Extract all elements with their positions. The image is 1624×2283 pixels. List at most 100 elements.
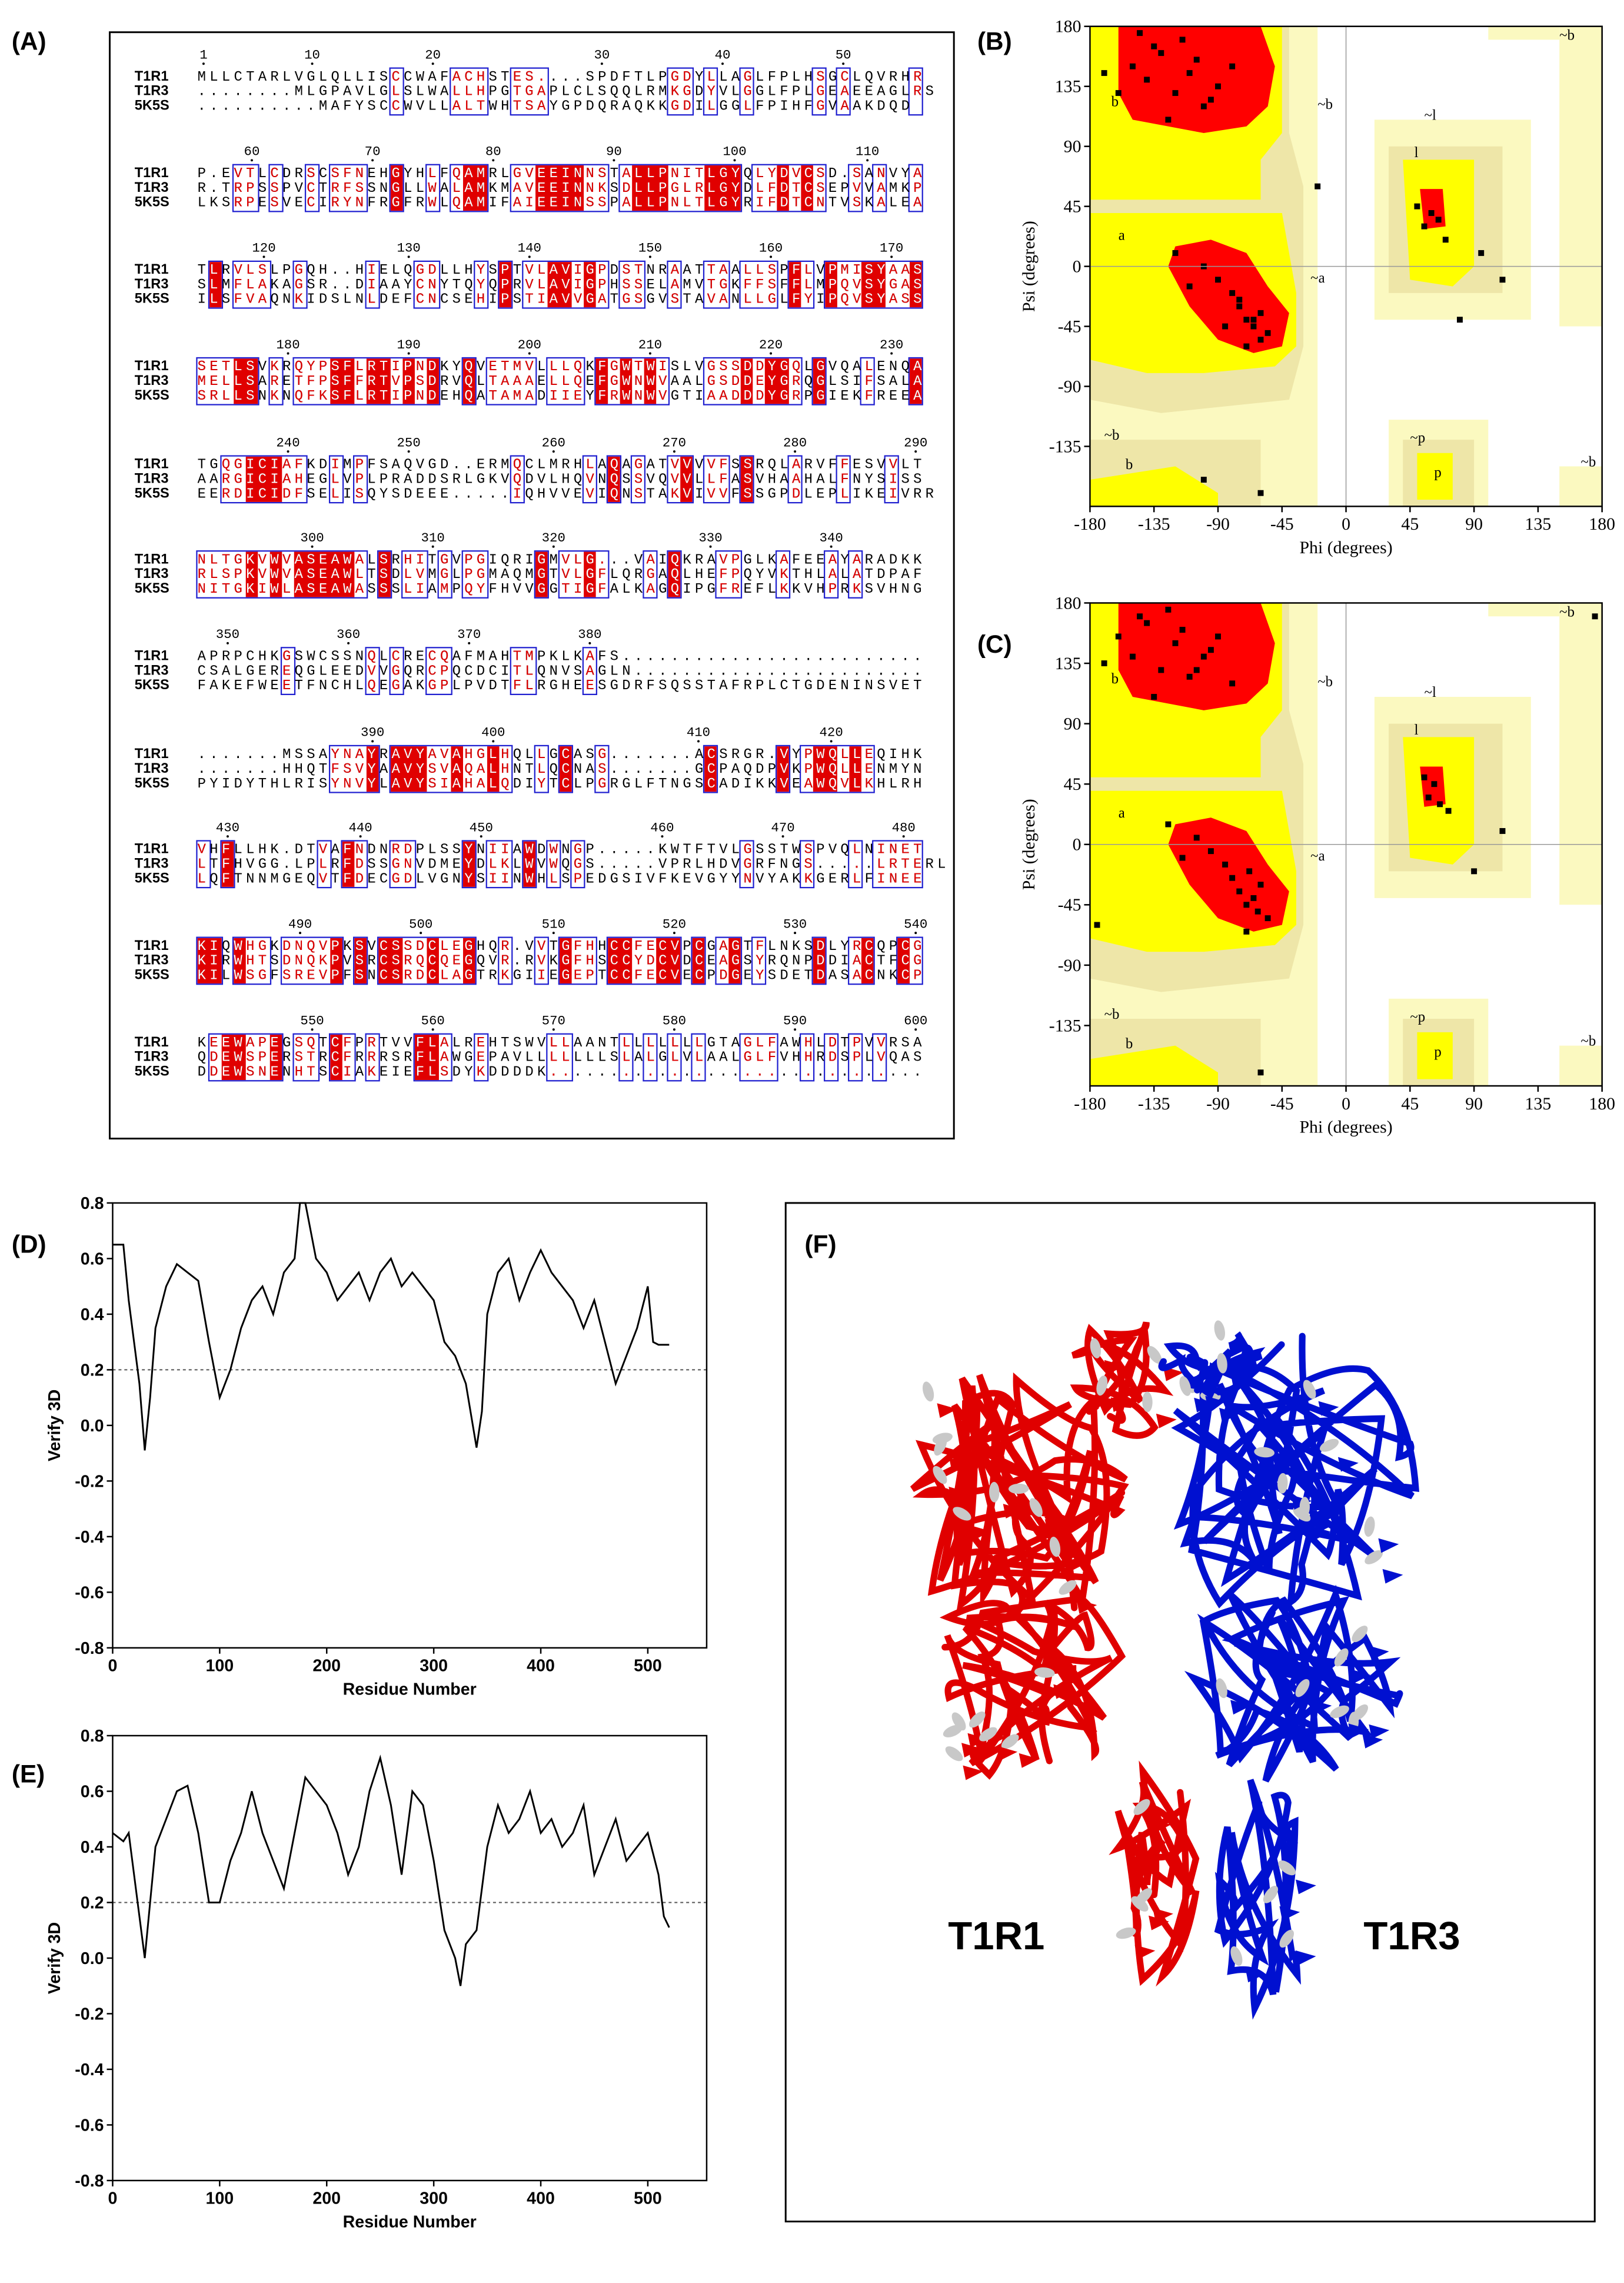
- position-dot: [830, 740, 833, 743]
- similarity-frame: [461, 357, 477, 406]
- y-tick-label: 90: [1064, 715, 1081, 734]
- y-tick-label: 45: [1064, 775, 1081, 794]
- strand-arrow: [1273, 1464, 1294, 1479]
- region-label: ~b: [1317, 97, 1333, 112]
- position-number: 250: [397, 435, 421, 450]
- similarity-frame: [220, 840, 235, 889]
- sequence-name: T1R1: [135, 69, 169, 84]
- similarity-frame: [667, 67, 694, 116]
- line: [112, 1754, 670, 1986]
- point: [1158, 667, 1164, 673]
- identity-box: [234, 938, 246, 983]
- similarity-frame: [643, 1033, 658, 1082]
- sequence-name: T1R1: [135, 938, 169, 953]
- sequence-name: T1R3: [135, 663, 169, 678]
- identity-box: [632, 165, 668, 211]
- similarity-frame: [848, 550, 863, 599]
- subunit-label: T1R1: [948, 1914, 1044, 1958]
- position-number: 420: [820, 725, 843, 740]
- sequence-name: T1R1: [135, 358, 169, 374]
- similarity-frame: [570, 840, 585, 889]
- position-number: 1: [199, 48, 207, 63]
- position-number: 380: [578, 627, 601, 642]
- position-number: 460: [650, 820, 674, 835]
- helix: [1029, 1498, 1043, 1517]
- point: [1137, 613, 1143, 620]
- identity-box: [704, 165, 741, 211]
- similarity-frame: [510, 164, 610, 212]
- similarity-frame: [196, 936, 224, 985]
- similarity-frame: [546, 357, 585, 406]
- similarity-frame: [437, 550, 452, 599]
- region-label: ~b: [1317, 674, 1333, 690]
- helix: [1303, 1380, 1316, 1399]
- identity-box: [825, 262, 837, 308]
- identity-box: [427, 358, 439, 404]
- sequence-name: 5K5S: [135, 677, 169, 693]
- position-dot: [648, 255, 651, 258]
- point: [1250, 895, 1257, 901]
- point: [1179, 36, 1186, 43]
- identity-box: [861, 262, 886, 308]
- point: [1229, 875, 1236, 881]
- position-dot: [407, 352, 410, 355]
- point: [1254, 908, 1261, 915]
- region-generous: [1559, 26, 1602, 327]
- point: [1592, 613, 1598, 620]
- position-number: 10: [304, 48, 320, 63]
- similarity-frame: [389, 840, 417, 889]
- x-tick-label: -90: [1206, 1094, 1230, 1114]
- structure-frame: [784, 1202, 1596, 2223]
- helix: [1133, 1799, 1150, 1815]
- similarity-frame: [594, 745, 610, 793]
- position-dot: [552, 1028, 555, 1031]
- helix: [1364, 1516, 1375, 1537]
- identity-box: [414, 1034, 439, 1081]
- position-dot: [431, 1028, 434, 1031]
- helix: [979, 1727, 997, 1742]
- identity-box: [462, 165, 487, 211]
- identity-box: [330, 358, 355, 404]
- similarity-frame: [667, 455, 694, 504]
- helix: [1279, 1929, 1294, 1948]
- position-dot: [480, 835, 482, 838]
- sequence-name: 5K5S: [135, 98, 169, 114]
- y-tick-label: 0.4: [81, 1305, 104, 1324]
- position-number: 400: [481, 725, 505, 740]
- helix: [1059, 1580, 1077, 1595]
- position-number: 440: [348, 820, 372, 835]
- sequence-name: T1R3: [135, 761, 169, 776]
- position-dot: [492, 159, 495, 162]
- similarity-frame: [860, 357, 875, 406]
- identity-box: [692, 938, 705, 983]
- strand-arrow: [963, 1765, 984, 1780]
- y-tick-label: 0.4: [81, 1838, 104, 1857]
- x-tick-label: 400: [527, 1657, 555, 1676]
- y-tick-label: 0.8: [81, 1727, 104, 1746]
- region-label: a: [1119, 805, 1125, 821]
- point: [1158, 50, 1164, 57]
- position-dot: [588, 642, 591, 644]
- identity-box: [897, 938, 910, 983]
- identity-box: [680, 456, 693, 502]
- region-label: b: [1126, 457, 1133, 473]
- position-number: 580: [663, 1013, 686, 1029]
- helix: [1090, 1338, 1101, 1358]
- y-axis-label: Verify 3D: [45, 1390, 64, 1461]
- position-dot: [794, 450, 797, 453]
- similarity-frame: [510, 67, 549, 116]
- strand-arrow: [951, 1450, 972, 1465]
- position-dot: [407, 255, 410, 258]
- x-tick-label: 200: [312, 2189, 341, 2208]
- identity-box: [547, 262, 572, 308]
- strand-arrow: [1296, 1879, 1316, 1895]
- position-number: 180: [276, 337, 299, 353]
- point: [1257, 1069, 1264, 1076]
- subunit-label: T1R3: [1363, 1914, 1460, 1958]
- point: [1499, 277, 1506, 283]
- x-tick-label: 45: [1401, 514, 1419, 534]
- position-number: 30: [594, 48, 610, 63]
- similarity-frame: [220, 455, 308, 504]
- identity-box: [704, 746, 717, 792]
- identity-box: [390, 165, 403, 211]
